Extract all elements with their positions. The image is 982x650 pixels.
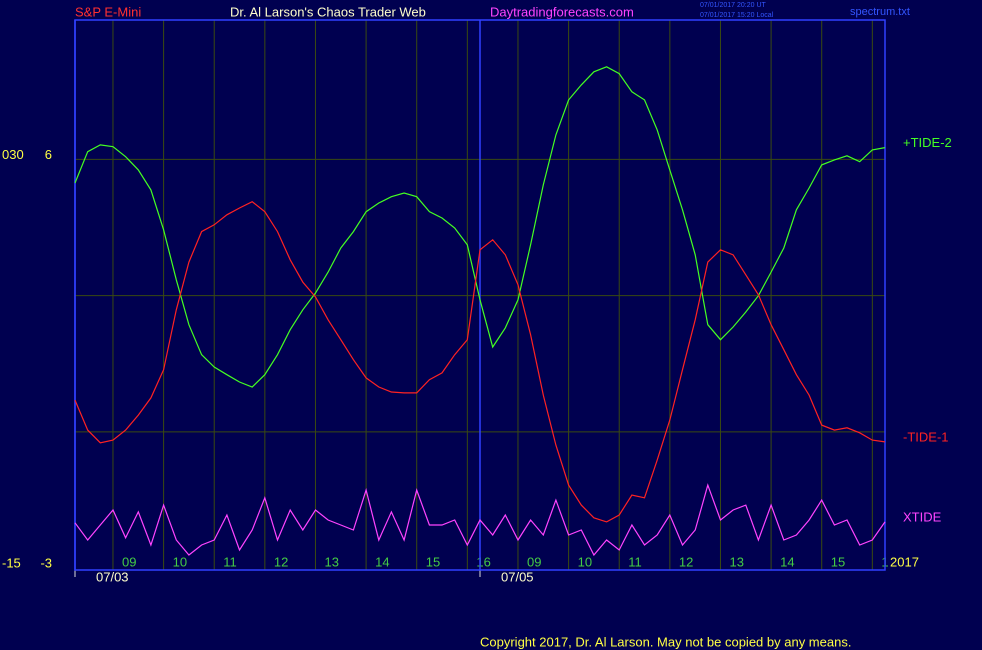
- x-tick-label: 12: [274, 554, 288, 569]
- x-tick-label: 11: [223, 554, 237, 569]
- x-tick-label: 10: [173, 554, 187, 569]
- x-tick-label: 15: [831, 554, 845, 569]
- time-local: 07/01/2017 15:20 Local: [700, 12, 774, 19]
- date-label: 07/03: [96, 569, 129, 584]
- series-line: [74, 200, 886, 523]
- file-name: spectrum.txt: [850, 6, 910, 18]
- symbol: S&P E-Mini: [75, 4, 141, 19]
- x-tick-label: 10: [578, 554, 592, 569]
- y-tick-label: -3: [40, 556, 52, 571]
- year: 2017: [890, 554, 919, 569]
- x-tick-label: 15: [426, 554, 440, 569]
- legend-label: -TIDE-1: [903, 429, 949, 444]
- x-tick-label: 14: [375, 554, 389, 569]
- site: Daytradingforecasts.com: [490, 4, 634, 19]
- series-line: [74, 483, 886, 557]
- y2-tick-label: 030: [2, 147, 24, 162]
- copyright: Copyright 2017, Dr. Al Larson. May not b…: [480, 634, 851, 649]
- date-label: 07/05: [501, 569, 534, 584]
- y2-tick-label: -15: [2, 556, 21, 571]
- time-ut: 07/01/2017 20:20 UT: [700, 2, 766, 9]
- legend-label: +TIDE-2: [903, 135, 952, 150]
- series-line: [74, 66, 886, 388]
- site-title: Dr. Al Larson's Chaos Trader Web: [230, 4, 426, 19]
- x-tick-label: 11: [628, 554, 642, 569]
- x-tick-label: 12: [679, 554, 693, 569]
- plot-frame: [74, 19, 886, 571]
- x-tick-label: 09: [527, 554, 541, 569]
- x-tick-label: 13: [729, 554, 743, 569]
- x-tick-label: 16: [476, 554, 490, 569]
- legend-label: XTIDE: [903, 509, 942, 524]
- y-tick-label: 6: [45, 147, 52, 162]
- x-tick-label: 13: [324, 554, 338, 569]
- x-tick-label: 14: [780, 554, 794, 569]
- x-tick-label: 09: [122, 554, 136, 569]
